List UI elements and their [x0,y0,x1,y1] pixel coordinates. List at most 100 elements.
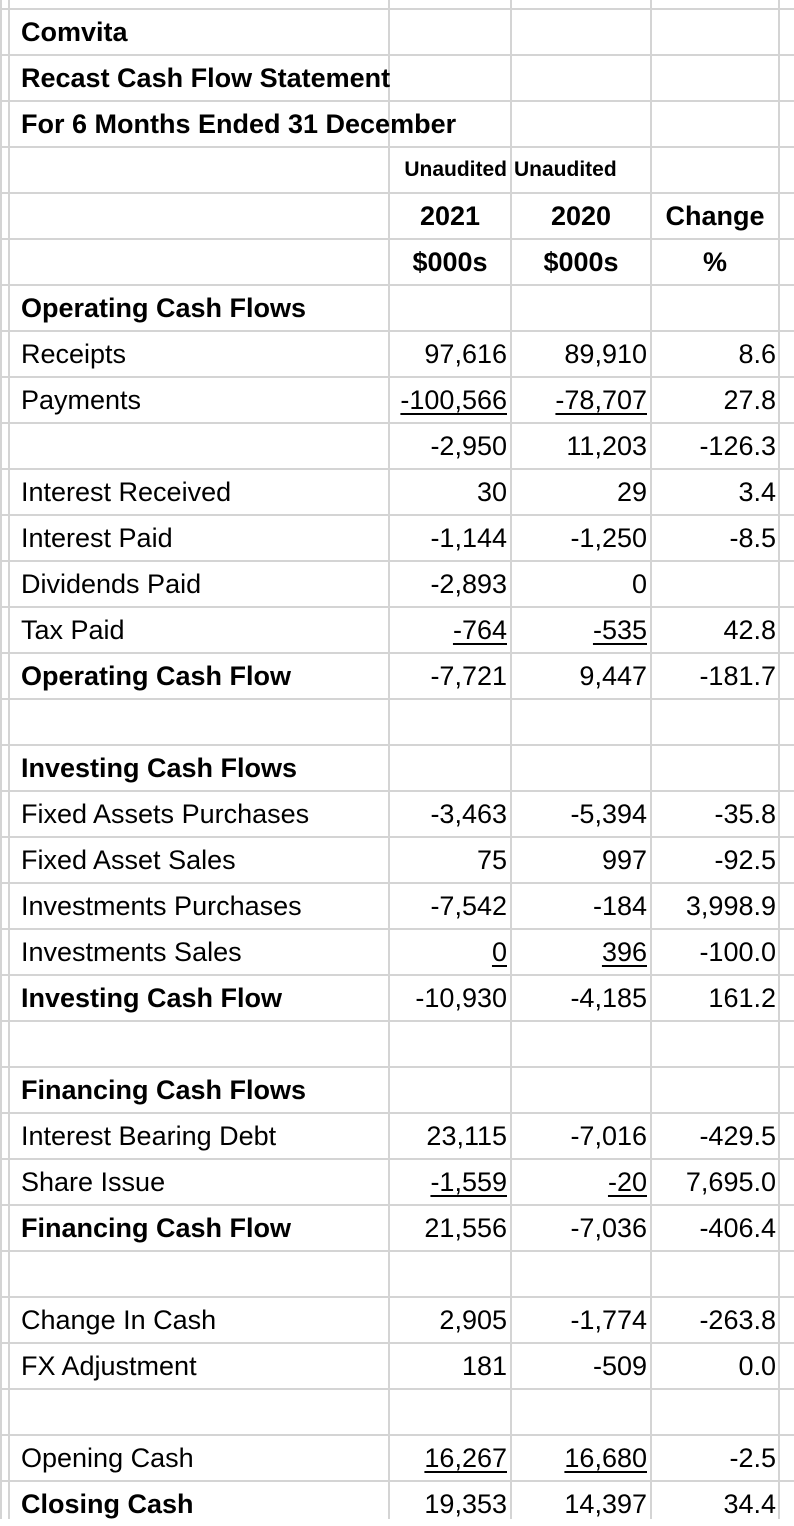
table-row: Investing Cash Flow -10,930 -4,185 161.2 [0,976,794,1022]
gridline [650,0,652,1519]
value-2021: -2,950 [430,431,507,461]
value-2021: 181 [461,1351,507,1381]
table-row: Interest Paid -1,144 -1,250 -8.5 [0,516,794,562]
value-change: 0.0 [738,1351,776,1381]
value-2020: -1,250 [570,523,647,553]
table-row-empty [0,1252,794,1298]
value-2020: -5,394 [570,799,647,829]
table-row: Dividends Paid -2,893 0 [0,562,794,608]
value-2020: 16,680 [564,1443,647,1473]
row-label: Investments Sales [21,937,242,967]
row-label: Investments Purchases [21,891,302,921]
value-2021: 23,115 [426,1121,507,1151]
value-2021: -7,721 [430,661,507,691]
section-heading: Investing Cash Flows [21,753,298,783]
value-2021: 19,353 [424,1489,507,1519]
value-2021: 2,905 [439,1305,507,1335]
value-change: -263.8 [699,1305,776,1335]
sheet-row: $000s $000s % [0,240,794,286]
table-row-empty [0,700,794,746]
table-row-empty [0,1390,794,1436]
value-2020: -1,774 [570,1305,647,1335]
value-change: 3.4 [738,477,776,507]
table-row: Opening Cash 16,267 16,680 -2.5 [0,1436,794,1482]
year-2021-header: 2021 [419,201,481,231]
value-change: -126.3 [699,431,776,461]
value-2020: -7,036 [570,1213,647,1243]
value-2021: 0 [491,937,507,967]
row-label: FX Adjustment [21,1351,197,1381]
value-2021: -7,542 [430,891,507,921]
value-change: 161.2 [708,983,776,1013]
table-row-empty [0,1022,794,1068]
year-2020-header: 2020 [550,201,612,231]
table-row: Closing Cash 19,353 14,397 34.4 [0,1482,794,1519]
audit-status-2021: Unaudited [404,158,507,181]
row-label: Share Issue [21,1167,166,1197]
table-row: Fixed Asset Sales 75 997 -92.5 [0,838,794,884]
sheet-row: Unaudited Unaudited [0,148,794,194]
unit-2021-header: $000s [412,247,488,277]
value-2020: -535 [592,615,647,645]
value-change: 42.8 [723,615,776,645]
value-2021: 21,556 [424,1213,507,1243]
unit-change-header: % [702,247,727,277]
gridline [778,0,780,1519]
gridline [8,0,10,1519]
value-2021: -1,144 [430,523,507,553]
value-change: 3,998.9 [685,891,776,921]
value-2020: 9,447 [579,661,647,691]
table-row: Investments Sales 0 396 -100.0 [0,930,794,976]
row-label-total: Financing Cash Flow [21,1213,292,1243]
table-row: Operating Cash Flow -7,721 9,447 -181.7 [0,654,794,700]
table-row: -2,950 11,203 -126.3 [0,424,794,470]
value-change: -8.5 [729,523,776,553]
sheet-row: Recast Cash Flow Statement [0,56,794,102]
value-2020: 29 [616,477,647,507]
table-row: Investing Cash Flows [0,746,794,792]
value-2020: 0 [631,569,647,599]
value-change: 34.4 [723,1489,776,1519]
table-row: Financing Cash Flows [0,1068,794,1114]
table-row: Share Issue -1,559 -20 7,695.0 [0,1160,794,1206]
value-2020: 14,397 [564,1489,647,1519]
table-row: Tax Paid -764 -535 42.8 [0,608,794,654]
row-label: Interest Bearing Debt [21,1121,277,1151]
value-2020: -184 [592,891,647,921]
change-header: Change [665,201,765,231]
company-name: Comvita [21,17,128,47]
section-heading: Financing Cash Flows [21,1075,307,1105]
gridline [0,0,2,1519]
sheet-row [0,0,794,10]
value-change: -429.5 [699,1121,776,1151]
table-row: Change In Cash 2,905 -1,774 -263.8 [0,1298,794,1344]
value-2020: 396 [601,937,647,967]
table-row: Financing Cash Flow 21,556 -7,036 -406.4 [0,1206,794,1252]
gridline [388,0,390,1519]
section-heading: Operating Cash Flows [21,293,307,323]
statement-period: For 6 Months Ended 31 December [21,109,457,139]
value-2020: -509 [592,1351,647,1381]
row-label: Receipts [21,339,127,369]
table-row: Investments Purchases -7,542 -184 3,998.… [0,884,794,930]
value-2020: -78,707 [555,385,647,415]
row-label-total: Operating Cash Flow [21,661,292,691]
value-2021: 30 [476,477,507,507]
audit-status-2020: Unaudited [514,158,617,181]
table-row: Fixed Assets Purchases -3,463 -5,394 -35… [0,792,794,838]
table-row: Receipts 97,616 89,910 8.6 [0,332,794,378]
row-label: Opening Cash [21,1443,194,1473]
sheet-row: For 6 Months Ended 31 December [0,102,794,148]
value-change: -181.7 [699,661,776,691]
sheet-row: Comvita [0,10,794,56]
value-2020: 89,910 [564,339,647,369]
table-row: Interest Bearing Debt 23,115 -7,016 -429… [0,1114,794,1160]
value-change: 27.8 [723,385,776,415]
value-2020: 11,203 [566,431,647,461]
value-change: -100.0 [699,937,776,967]
value-2021: -3,463 [430,799,507,829]
sheet-row: 2021 2020 Change [0,194,794,240]
row-label: Change In Cash [21,1305,217,1335]
value-change: -92.5 [714,845,776,875]
